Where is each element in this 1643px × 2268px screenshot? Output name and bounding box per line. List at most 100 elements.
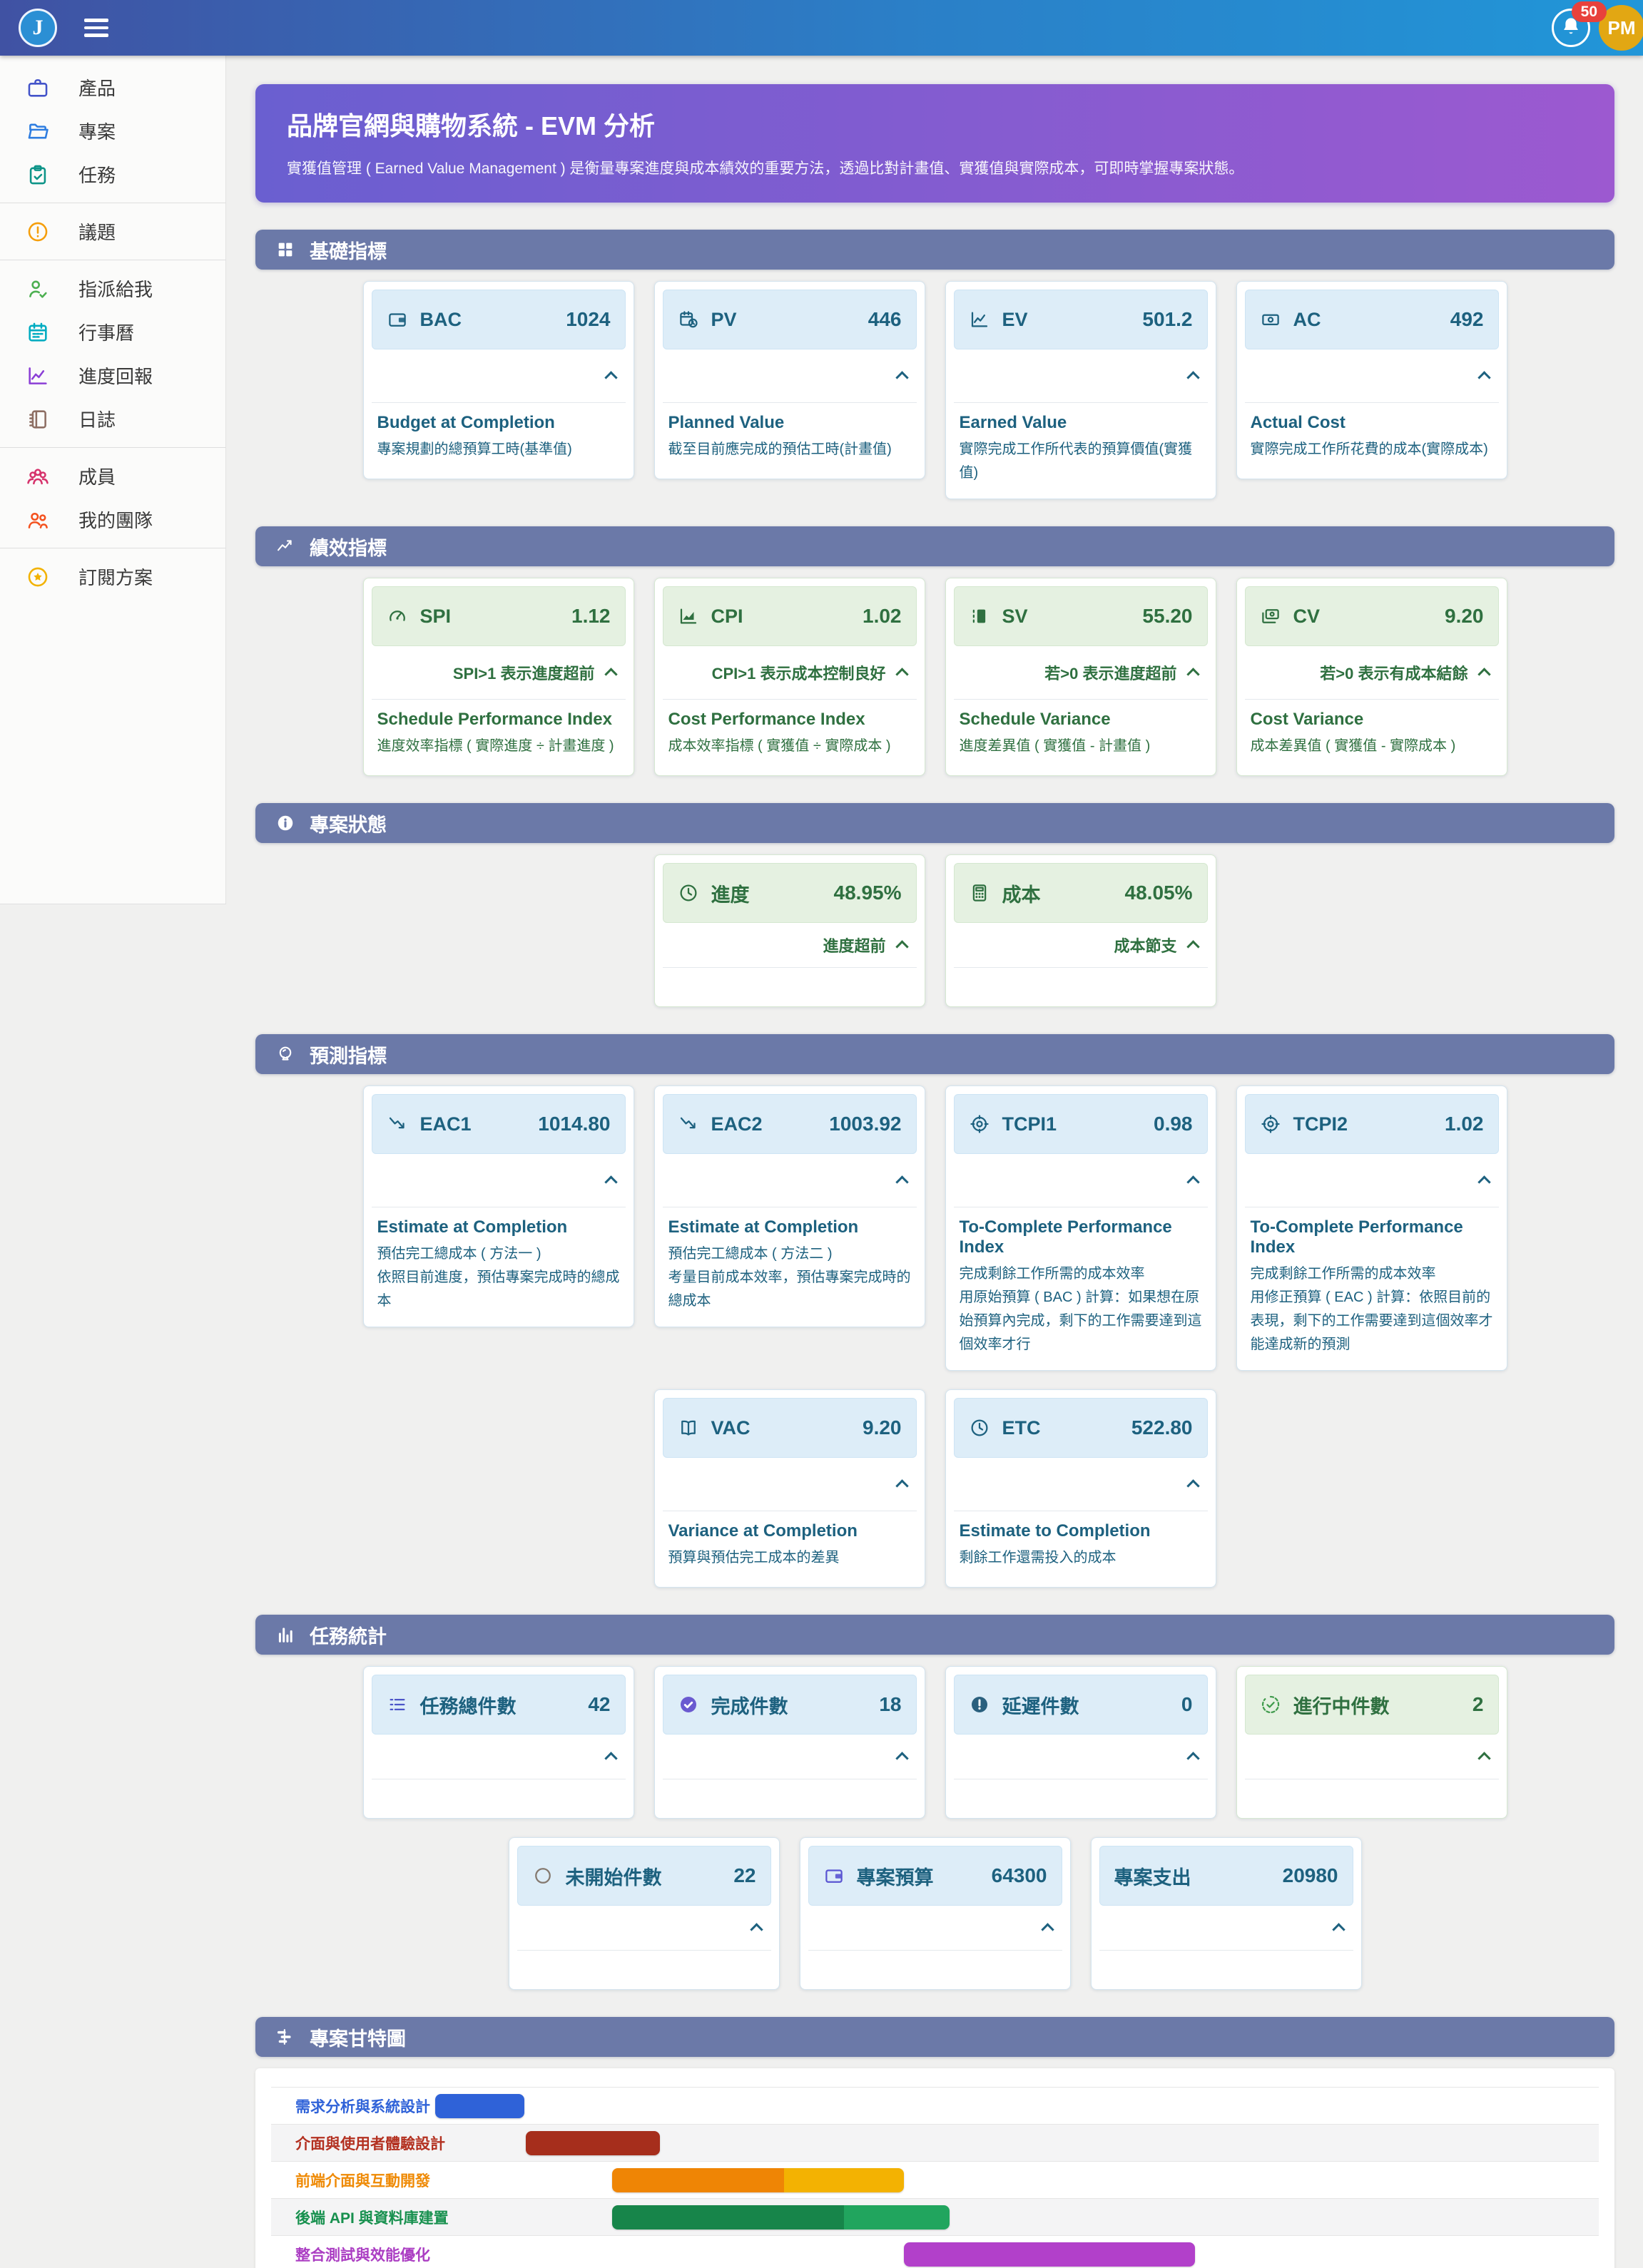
section-performance: 績效指標 SPI 1.12 SPI>1 表示進度超前 Schedule Performa… [255,526,1614,776]
metric-description: 完成剩餘工作所需的成本效率 [959,1266,1145,1282]
chevron-up-icon[interactable] [1477,371,1491,384]
sidebar-item-journal[interactable]: 日誌 [0,397,225,441]
sidebar-item-label: 專案 [78,121,116,143]
card-footer: To-Complete Performance Index 完成剩餘工作所需的成本… [953,1207,1208,1362]
card-footer [953,967,1208,998]
cash-icon [1261,314,1279,325]
card-footer: Budget at Completion 專案規劃的總預算工時(基準值) [371,402,626,471]
metric-description: 成本效率指標 ( 實獲值 ÷ 實際成本 ) [668,738,891,754]
chevron-up-icon[interactable] [895,371,909,384]
chevron-up-icon[interactable] [895,940,909,954]
gantt-bar-segment [903,2242,1196,2267]
chevron-up-icon[interactable] [1040,1923,1054,1936]
card-toggle-row: 進度超前 [663,923,917,967]
sidebar-item-tasks[interactable]: 任務 [0,153,225,196]
topbar-right: 50 PM [1552,1,1643,51]
gantt-bar-segment [435,2094,524,2118]
chevron-up-icon[interactable] [1186,371,1200,384]
metric-value: 20980 [1282,1864,1338,1886]
section-header-basic: 基礎指標 [255,230,1614,270]
card-task-in-progress: 進行中件數 2 [1236,1666,1507,1819]
sidebar-item-label: 訂閱方案 [78,567,153,588]
card-toggle-row [663,349,917,402]
sidebar-item-subscription[interactable]: 訂閱方案 [0,555,225,598]
metric-description: 預估完工總成本 ( 方法一 ) [377,1246,541,1262]
chevron-up-icon[interactable] [604,668,618,681]
clipboard-icon [29,165,46,184]
chevron-up-icon[interactable] [604,1752,618,1765]
section-tasks: 任務統計 任務總件數 42 完成件數 18 延遲件數 0 進行中件數 2 未開始件數 22 專案預算 6… [255,1615,1614,1990]
menu-icon[interactable] [84,14,108,41]
main-content: 品牌官網與購物系統 - EVM 分析 實獲值管理 ( Earned Value … [227,56,1643,2268]
sidebar-item-products[interactable]: 產品 [0,66,225,109]
card-toggle-row [372,349,626,402]
chevron-up-icon[interactable] [1186,668,1200,681]
metric-hint: 成本節支 [1114,937,1177,955]
alert-circle-fill-icon [971,1697,987,1712]
chevron-up-icon[interactable] [895,1479,909,1493]
app-logo[interactable]: J [19,9,57,47]
card-head: CPI 1.02 [662,586,917,646]
metric-value: 42 [588,1693,611,1715]
chevron-up-icon[interactable] [604,1175,618,1189]
chevron-up-icon[interactable] [895,1175,909,1189]
chevron-up-icon[interactable] [1477,1752,1491,1765]
card-cpi: CPI 1.02 CPI>1 表示成本控制良好 Cost Performance In… [653,578,925,776]
section-gantt: 專案甘特圖 需求分析與系統設計 介面與使用者體驗設計 前端介面與互動開發 後端 API … [255,2017,1614,2268]
metric-label: 專案支出 [1114,1866,1191,1889]
sidebar-item-label: 成員 [78,466,116,488]
sidebar-item-issues[interactable]: 議題 [0,210,225,253]
metric-value: 492 [1450,308,1484,330]
gantt-icon [277,2029,291,2045]
metric-value: 48.95% [833,882,902,904]
metric-description: 實際完成工作所花費的成本(實際成本) [1250,441,1488,457]
app-logo-letter: J [32,16,44,39]
sidebar-item-calendar[interactable]: 行事曆 [0,310,225,354]
section-basic: 基礎指標 BAC 1024 Budget at Completion 專案規劃的總預算工… [255,230,1614,499]
card-toggle-row [1245,1154,1499,1207]
sidebar-item-members[interactable]: 成員 [0,454,225,498]
chevron-up-icon[interactable] [1477,668,1491,681]
metric-description: 用修正預算 ( EAC ) 計算：依照目前的表現，剩下的工作需要達到這個效率才能… [1250,1289,1493,1352]
chevron-up-icon[interactable] [604,371,618,384]
chevron-up-icon[interactable] [1477,1175,1491,1189]
metric-value: 64300 [991,1864,1047,1886]
chevron-up-icon[interactable] [895,668,909,681]
sidebar-item-assigned-to-me[interactable]: 指派給我 [0,267,225,310]
metric-name-en: Estimate at Completion [377,1217,568,1237]
chevron-up-icon[interactable] [749,1923,763,1936]
metric-label: EAC2 [711,1113,763,1135]
chevron-up-icon[interactable] [1186,1175,1200,1189]
sidebar-item-projects[interactable]: 專案 [0,109,225,153]
section-header-status: 專案狀態 [255,803,1614,843]
sidebar-item-progress-report[interactable]: 進度回報 [0,354,225,397]
card-head: 延遲件數 0 [953,1675,1208,1735]
sidebar-item-label: 我的團隊 [78,510,153,531]
sidebar-item-label: 議題 [78,222,116,243]
list-icon [390,1699,405,1710]
card-footer: Estimate at Completion 預估完工總成本 ( 方法二 ) 考量目… [662,1207,917,1319]
sidebar-item-my-team[interactable]: 我的團隊 [0,498,225,541]
page-subtitle: 實獲值管理 ( Earned Value Management ) 是衡量專案進… [287,160,1244,177]
metric-description: 依照目前進度，預估專案完成時的總成本 [377,1270,620,1309]
card-spi: SPI 1.12 SPI>1 表示進度超前 Schedule Performance … [362,578,634,776]
metric-description: 剩餘工作還需投入的成本 [959,1550,1116,1565]
metric-description: 實際完成工作所代表的預算價值(實獲值) [959,441,1193,481]
section-title: 基礎指標 [310,240,387,262]
chevron-up-icon[interactable] [895,1752,909,1765]
notifications-button[interactable]: 50 [1552,1,1607,47]
book-icon [681,1420,696,1436]
section-cards: SPI 1.12 SPI>1 表示進度超前 Schedule Performance … [255,578,1614,776]
chevron-up-icon[interactable] [1186,1479,1200,1493]
metric-label: CV [1293,605,1321,627]
gantt-bar-segment [611,2205,845,2229]
chevron-up-icon[interactable] [1186,1752,1200,1765]
card-head: 專案支出 20980 [1099,1846,1353,1906]
metric-label: 任務總件數 [419,1695,517,1717]
metric-label: 延遲件數 [1002,1695,1079,1717]
target-icon [970,1115,989,1133]
card-toggle-row [663,1154,917,1207]
card-head: EV 501.2 [953,290,1208,349]
chevron-up-icon[interactable] [1186,940,1200,954]
chevron-up-icon[interactable] [1331,1923,1346,1936]
